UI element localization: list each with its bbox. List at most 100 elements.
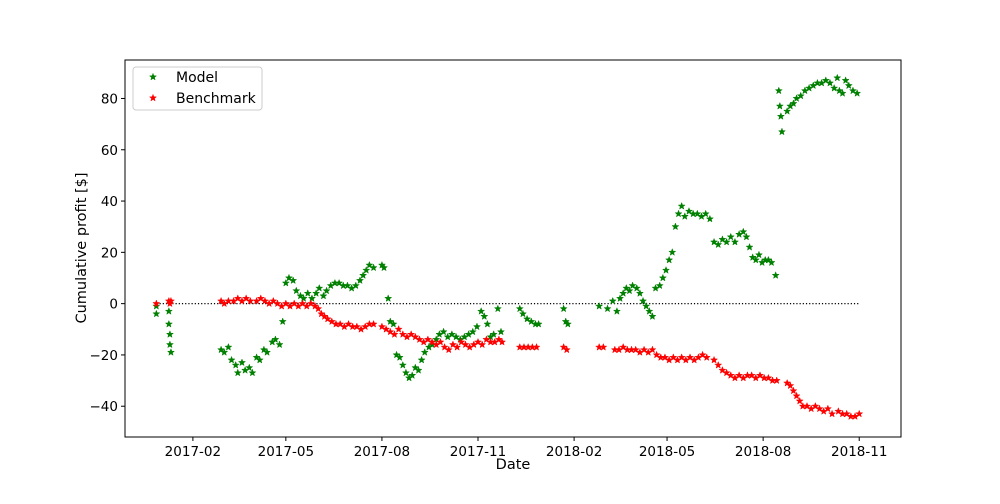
data-point-benchmark <box>722 368 731 377</box>
data-point-model <box>322 286 331 295</box>
data-point-benchmark <box>562 345 571 354</box>
data-point-model <box>726 232 735 241</box>
data-point-model <box>739 227 748 236</box>
series-model <box>152 73 862 382</box>
data-point-model <box>771 271 780 279</box>
data-point-benchmark <box>242 294 251 302</box>
data-point-model <box>166 348 176 356</box>
data-point-benchmark <box>478 340 487 349</box>
data-point-model <box>489 330 498 338</box>
data-point-model <box>705 214 714 223</box>
data-point-model <box>480 312 489 320</box>
data-point-benchmark <box>815 404 824 413</box>
data-point-model <box>841 76 850 85</box>
data-point-model <box>632 283 641 292</box>
data-point-model <box>414 366 423 374</box>
data-point-model <box>833 73 842 82</box>
data-point-model <box>775 101 784 110</box>
data-point-benchmark <box>482 335 491 344</box>
data-point-benchmark <box>386 327 395 336</box>
data-point-benchmark <box>735 371 744 379</box>
data-point-benchmark <box>619 342 628 351</box>
data-point-model <box>398 360 407 369</box>
data-point-model <box>742 232 751 241</box>
data-point-benchmark <box>423 335 432 344</box>
data-point-model <box>275 340 284 349</box>
data-point-benchmark <box>298 299 307 308</box>
data-point-model <box>359 271 368 279</box>
data-point-model <box>355 276 365 285</box>
legend: Model Benchmark <box>132 66 263 111</box>
data-point-model <box>776 112 786 120</box>
data-point-model <box>563 319 572 328</box>
data-point-model <box>709 237 719 246</box>
data-point-benchmark <box>747 371 756 379</box>
data-point-benchmark <box>811 401 820 410</box>
legend-marker-model <box>148 72 158 81</box>
data-point-benchmark <box>855 409 864 418</box>
data-point-model <box>319 291 328 300</box>
data-point-benchmark <box>427 337 437 346</box>
data-point-benchmark <box>698 350 707 359</box>
data-point-model <box>645 307 654 315</box>
data-point-model <box>515 304 524 313</box>
data-point-model <box>447 330 457 338</box>
plot-marks <box>152 73 864 420</box>
data-point-benchmark <box>152 299 161 308</box>
data-point-benchmark <box>407 330 416 338</box>
data-point-benchmark <box>685 353 695 361</box>
data-point-model <box>518 309 528 318</box>
data-point-model <box>299 294 308 302</box>
data-point-model <box>451 332 461 341</box>
data-point-benchmark <box>792 391 801 400</box>
data-point-model <box>303 289 312 297</box>
data-point-model <box>658 273 667 282</box>
data-point-model <box>619 289 628 297</box>
data-point-benchmark <box>411 332 420 341</box>
data-point-benchmark <box>314 304 323 313</box>
data-point-model <box>635 289 644 297</box>
data-point-benchmark <box>823 404 832 413</box>
data-point-model <box>165 330 175 338</box>
data-point-benchmark <box>327 317 336 326</box>
data-point-model <box>751 255 760 264</box>
data-point-benchmark <box>827 409 837 418</box>
x-tick-label: 2018-08 <box>735 444 791 460</box>
data-point-model <box>281 278 290 287</box>
data-point-model <box>255 355 264 364</box>
data-point-model <box>384 294 393 302</box>
data-point-model <box>777 127 787 136</box>
data-point-model <box>307 294 317 302</box>
data-point-model <box>401 368 411 377</box>
data-point-benchmark <box>256 294 265 302</box>
data-point-model <box>612 307 622 315</box>
data-point-model <box>284 273 294 282</box>
data-point-model <box>527 317 536 326</box>
y-axis-label: Cumulative profit [$] <box>74 172 90 323</box>
y-tick-label: 40 <box>101 194 118 210</box>
data-point-model <box>830 83 839 92</box>
data-point-model <box>655 281 664 290</box>
data-point-benchmark <box>532 342 541 351</box>
data-point-benchmark <box>677 353 686 361</box>
legend-label-benchmark: Benchmark <box>176 91 257 107</box>
data-point-benchmark <box>290 299 299 308</box>
data-point-model <box>237 358 247 367</box>
data-point-model <box>853 89 862 97</box>
data-point-benchmark <box>802 401 812 410</box>
data-point-benchmark <box>842 409 851 418</box>
data-point-model <box>389 319 398 328</box>
data-point-model <box>362 265 371 274</box>
data-point-model <box>408 371 417 379</box>
data-point-benchmark <box>377 322 387 331</box>
data-point-benchmark <box>461 340 470 349</box>
data-point-model <box>312 289 321 297</box>
data-point-model <box>718 235 727 244</box>
data-point-model <box>245 363 254 372</box>
data-point-benchmark <box>660 353 670 361</box>
data-point-model <box>493 304 502 313</box>
data-point-benchmark <box>166 296 176 305</box>
data-point-model <box>693 209 702 218</box>
